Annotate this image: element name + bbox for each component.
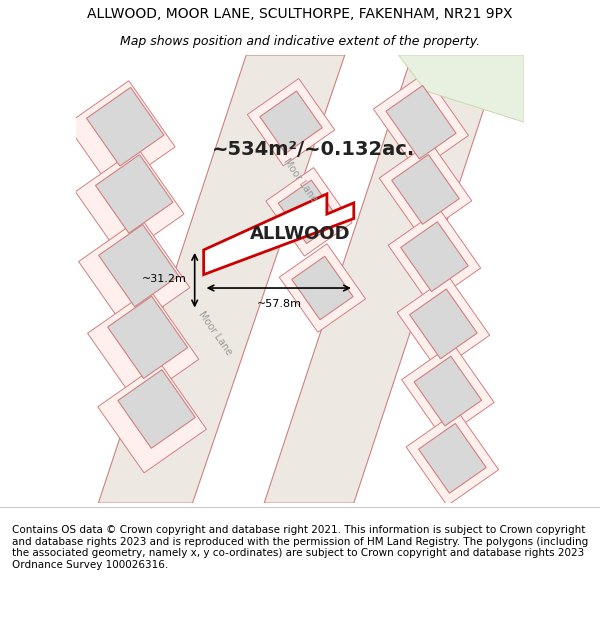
Polygon shape bbox=[118, 370, 196, 448]
Polygon shape bbox=[264, 55, 502, 503]
Polygon shape bbox=[419, 423, 486, 493]
Polygon shape bbox=[401, 222, 468, 291]
Text: Moor Lane: Moor Lane bbox=[196, 309, 233, 357]
Text: ~57.8m: ~57.8m bbox=[257, 299, 302, 309]
Text: ALLWOOD: ALLWOOD bbox=[250, 225, 350, 243]
Polygon shape bbox=[107, 296, 188, 378]
Polygon shape bbox=[98, 363, 206, 473]
Polygon shape bbox=[410, 289, 477, 359]
Polygon shape bbox=[98, 55, 345, 503]
Polygon shape bbox=[79, 218, 190, 331]
Text: Contains OS data © Crown copyright and database right 2021. This information is : Contains OS data © Crown copyright and d… bbox=[12, 525, 588, 570]
Text: ~534m²/~0.132ac.: ~534m²/~0.132ac. bbox=[212, 139, 415, 159]
Polygon shape bbox=[67, 81, 175, 191]
Polygon shape bbox=[278, 180, 340, 244]
Text: Moor Lane: Moor Lane bbox=[281, 157, 319, 204]
Polygon shape bbox=[398, 55, 524, 123]
Polygon shape bbox=[406, 411, 499, 506]
Polygon shape bbox=[386, 86, 456, 159]
Polygon shape bbox=[203, 194, 354, 274]
Polygon shape bbox=[397, 276, 490, 371]
Text: ~31.2m: ~31.2m bbox=[142, 274, 187, 284]
Polygon shape bbox=[98, 224, 179, 307]
Polygon shape bbox=[414, 356, 482, 426]
Text: Map shows position and indicative extent of the property.: Map shows position and indicative extent… bbox=[120, 35, 480, 48]
Polygon shape bbox=[266, 168, 352, 256]
Polygon shape bbox=[86, 88, 164, 166]
Polygon shape bbox=[279, 244, 365, 332]
Polygon shape bbox=[392, 154, 459, 224]
Polygon shape bbox=[379, 142, 472, 237]
Polygon shape bbox=[401, 344, 494, 439]
Polygon shape bbox=[260, 91, 322, 153]
Polygon shape bbox=[247, 79, 335, 166]
Polygon shape bbox=[76, 148, 184, 258]
Polygon shape bbox=[292, 256, 353, 320]
Text: ALLWOOD, MOOR LANE, SCULTHORPE, FAKENHAM, NR21 9PX: ALLWOOD, MOOR LANE, SCULTHORPE, FAKENHAM… bbox=[87, 7, 513, 21]
Polygon shape bbox=[88, 289, 199, 403]
Polygon shape bbox=[95, 154, 173, 233]
Polygon shape bbox=[388, 209, 481, 304]
Polygon shape bbox=[373, 73, 469, 171]
